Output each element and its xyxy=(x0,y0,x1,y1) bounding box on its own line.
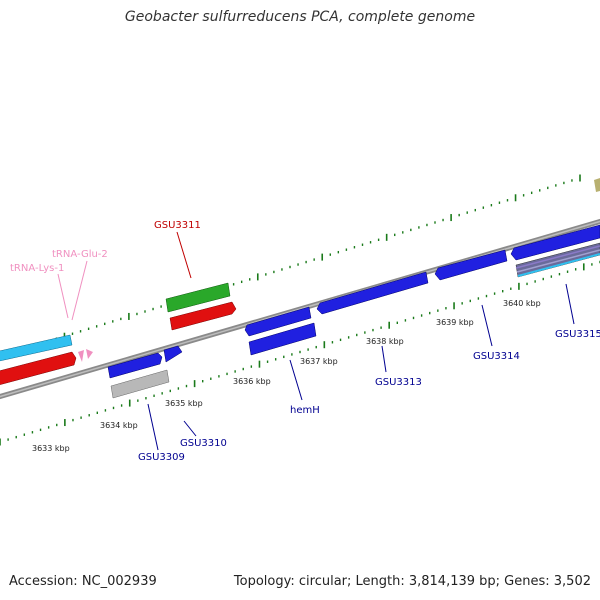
cds-stripe-b xyxy=(516,249,600,273)
cds-blue-gsu3313[interactable] xyxy=(316,271,429,315)
scale-label-3635: 3635 kbp xyxy=(165,399,203,408)
backbone-highlight xyxy=(0,220,600,398)
gene-label-trna-lys-1[interactable]: tRNA-Lys-1 xyxy=(10,263,64,274)
trna-glu-feature[interactable] xyxy=(78,350,84,362)
map-title: Geobacter sulfurreducens PCA, complete g… xyxy=(124,9,476,25)
gene-label-gsu3311[interactable]: GSU3311 xyxy=(154,220,201,231)
cds-blue-gsu3310[interactable] xyxy=(163,345,183,363)
scale-label-3636: 3636 kbp xyxy=(233,377,271,386)
cds-stripe-c xyxy=(517,253,600,277)
accession-text: Accession: NC_002939 xyxy=(9,574,157,589)
trna-lys-feature[interactable] xyxy=(86,349,93,359)
gene-label-gsu3313[interactable]: GSU3313 xyxy=(375,377,422,388)
scale-labels: 3633 kbp 3634 kbp 3635 kbp 3636 kbp 3637… xyxy=(32,299,541,453)
gene-label-gsu3309[interactable]: GSU3309 xyxy=(138,452,185,463)
label-connectors xyxy=(57,231,575,451)
cds-blue-gsu3314[interactable] xyxy=(434,249,508,281)
cds-blue-gsu3309[interactable] xyxy=(107,352,163,379)
scale-label-3639: 3639 kbp xyxy=(436,318,474,327)
scale-label-3633: 3633 kbp xyxy=(32,444,70,453)
cds-blue-hemh[interactable] xyxy=(248,322,317,356)
cds-green-gsu3311[interactable] xyxy=(165,282,231,313)
cds-blue-gsu3315[interactable] xyxy=(510,224,600,261)
gene-label-gsu3310[interactable]: GSU3310 xyxy=(180,438,227,449)
cds-grey-gsu3309[interactable] xyxy=(110,369,170,399)
gene-label-trna-glu-2[interactable]: tRNA-Glu-2 xyxy=(52,249,108,260)
cds-olive-topright[interactable] xyxy=(594,178,600,192)
cds-cyan-left[interactable] xyxy=(0,334,73,362)
cds-stripe-a xyxy=(515,245,600,269)
gene-label-gsu3314[interactable]: GSU3314 xyxy=(473,351,520,362)
genome-info-text: Topology: circular; Length: 3,814,139 bp… xyxy=(233,574,591,589)
scale-label-3638: 3638 kbp xyxy=(366,337,404,346)
cds-blue-upper-3636[interactable] xyxy=(244,306,312,337)
scale-label-3640: 3640 kbp xyxy=(503,299,541,308)
gene-label-gsu3315[interactable]: GSU3315 xyxy=(555,329,600,340)
gene-labels: GSU3311 tRNA-Glu-2 tRNA-Lys-1 GSU3309 GS… xyxy=(10,220,600,463)
cds-red-gsu3311[interactable] xyxy=(169,301,237,331)
features xyxy=(0,178,600,399)
scale-label-3634: 3634 kbp xyxy=(100,421,138,430)
gene-label-hemh[interactable]: hemH xyxy=(290,405,320,416)
scale-label-3637: 3637 kbp xyxy=(300,357,338,366)
cds-red-left[interactable] xyxy=(0,351,77,386)
inner-tick-row xyxy=(0,260,600,446)
